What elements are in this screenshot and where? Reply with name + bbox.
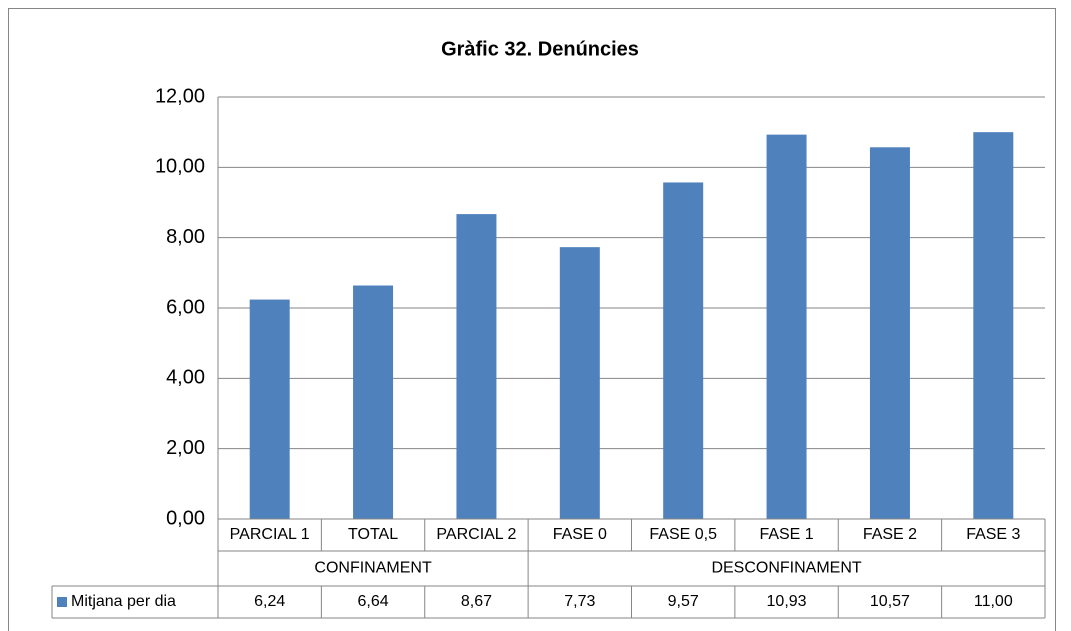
data-table-value: 10,93 <box>767 593 807 610</box>
data-table-value: 6,64 <box>357 593 388 610</box>
x-tick-label: TOTAL <box>348 526 398 543</box>
legend-label: Mitjana per dia <box>71 593 176 610</box>
bar <box>559 247 600 519</box>
group-label: CONFINAMENT <box>314 560 432 577</box>
x-tick-label: PARCIAL 1 <box>230 526 310 543</box>
bar <box>766 134 807 519</box>
y-tick-label: 0,00 <box>166 507 205 529</box>
y-tick-label: 6,00 <box>166 296 205 318</box>
x-tick-label: FASE 1 <box>759 526 813 543</box>
data-table-value: 11,00 <box>974 593 1013 610</box>
x-tick-label: FASE 3 <box>966 526 1020 543</box>
group-label: DESCONFINAMENT <box>711 560 861 577</box>
bar <box>456 214 497 520</box>
chart-title: Gràfic 32. Denúncies <box>441 38 639 60</box>
bar <box>973 132 1014 519</box>
bar <box>869 147 910 519</box>
bar <box>249 299 290 519</box>
x-tick-label: FASE 2 <box>863 526 917 543</box>
x-tick-label: FASE 0 <box>553 526 607 543</box>
y-tick-label: 10,00 <box>155 156 205 178</box>
bar <box>353 285 394 519</box>
data-table-value: 7,73 <box>564 593 595 610</box>
x-tick-label: PARCIAL 2 <box>436 526 516 543</box>
data-table-value: 9,57 <box>668 593 699 610</box>
y-tick-label: 2,00 <box>166 437 205 459</box>
y-tick-label: 8,00 <box>166 226 205 248</box>
data-table-value: 10,57 <box>870 593 910 610</box>
data-table-value: 6,24 <box>254 593 285 610</box>
data-table-value: 8,67 <box>461 593 492 610</box>
legend-key <box>57 597 67 607</box>
x-tick-label: FASE 0,5 <box>649 526 717 543</box>
bar <box>663 182 704 519</box>
y-tick-label: 12,00 <box>155 85 205 107</box>
y-tick-label: 4,00 <box>166 367 205 389</box>
